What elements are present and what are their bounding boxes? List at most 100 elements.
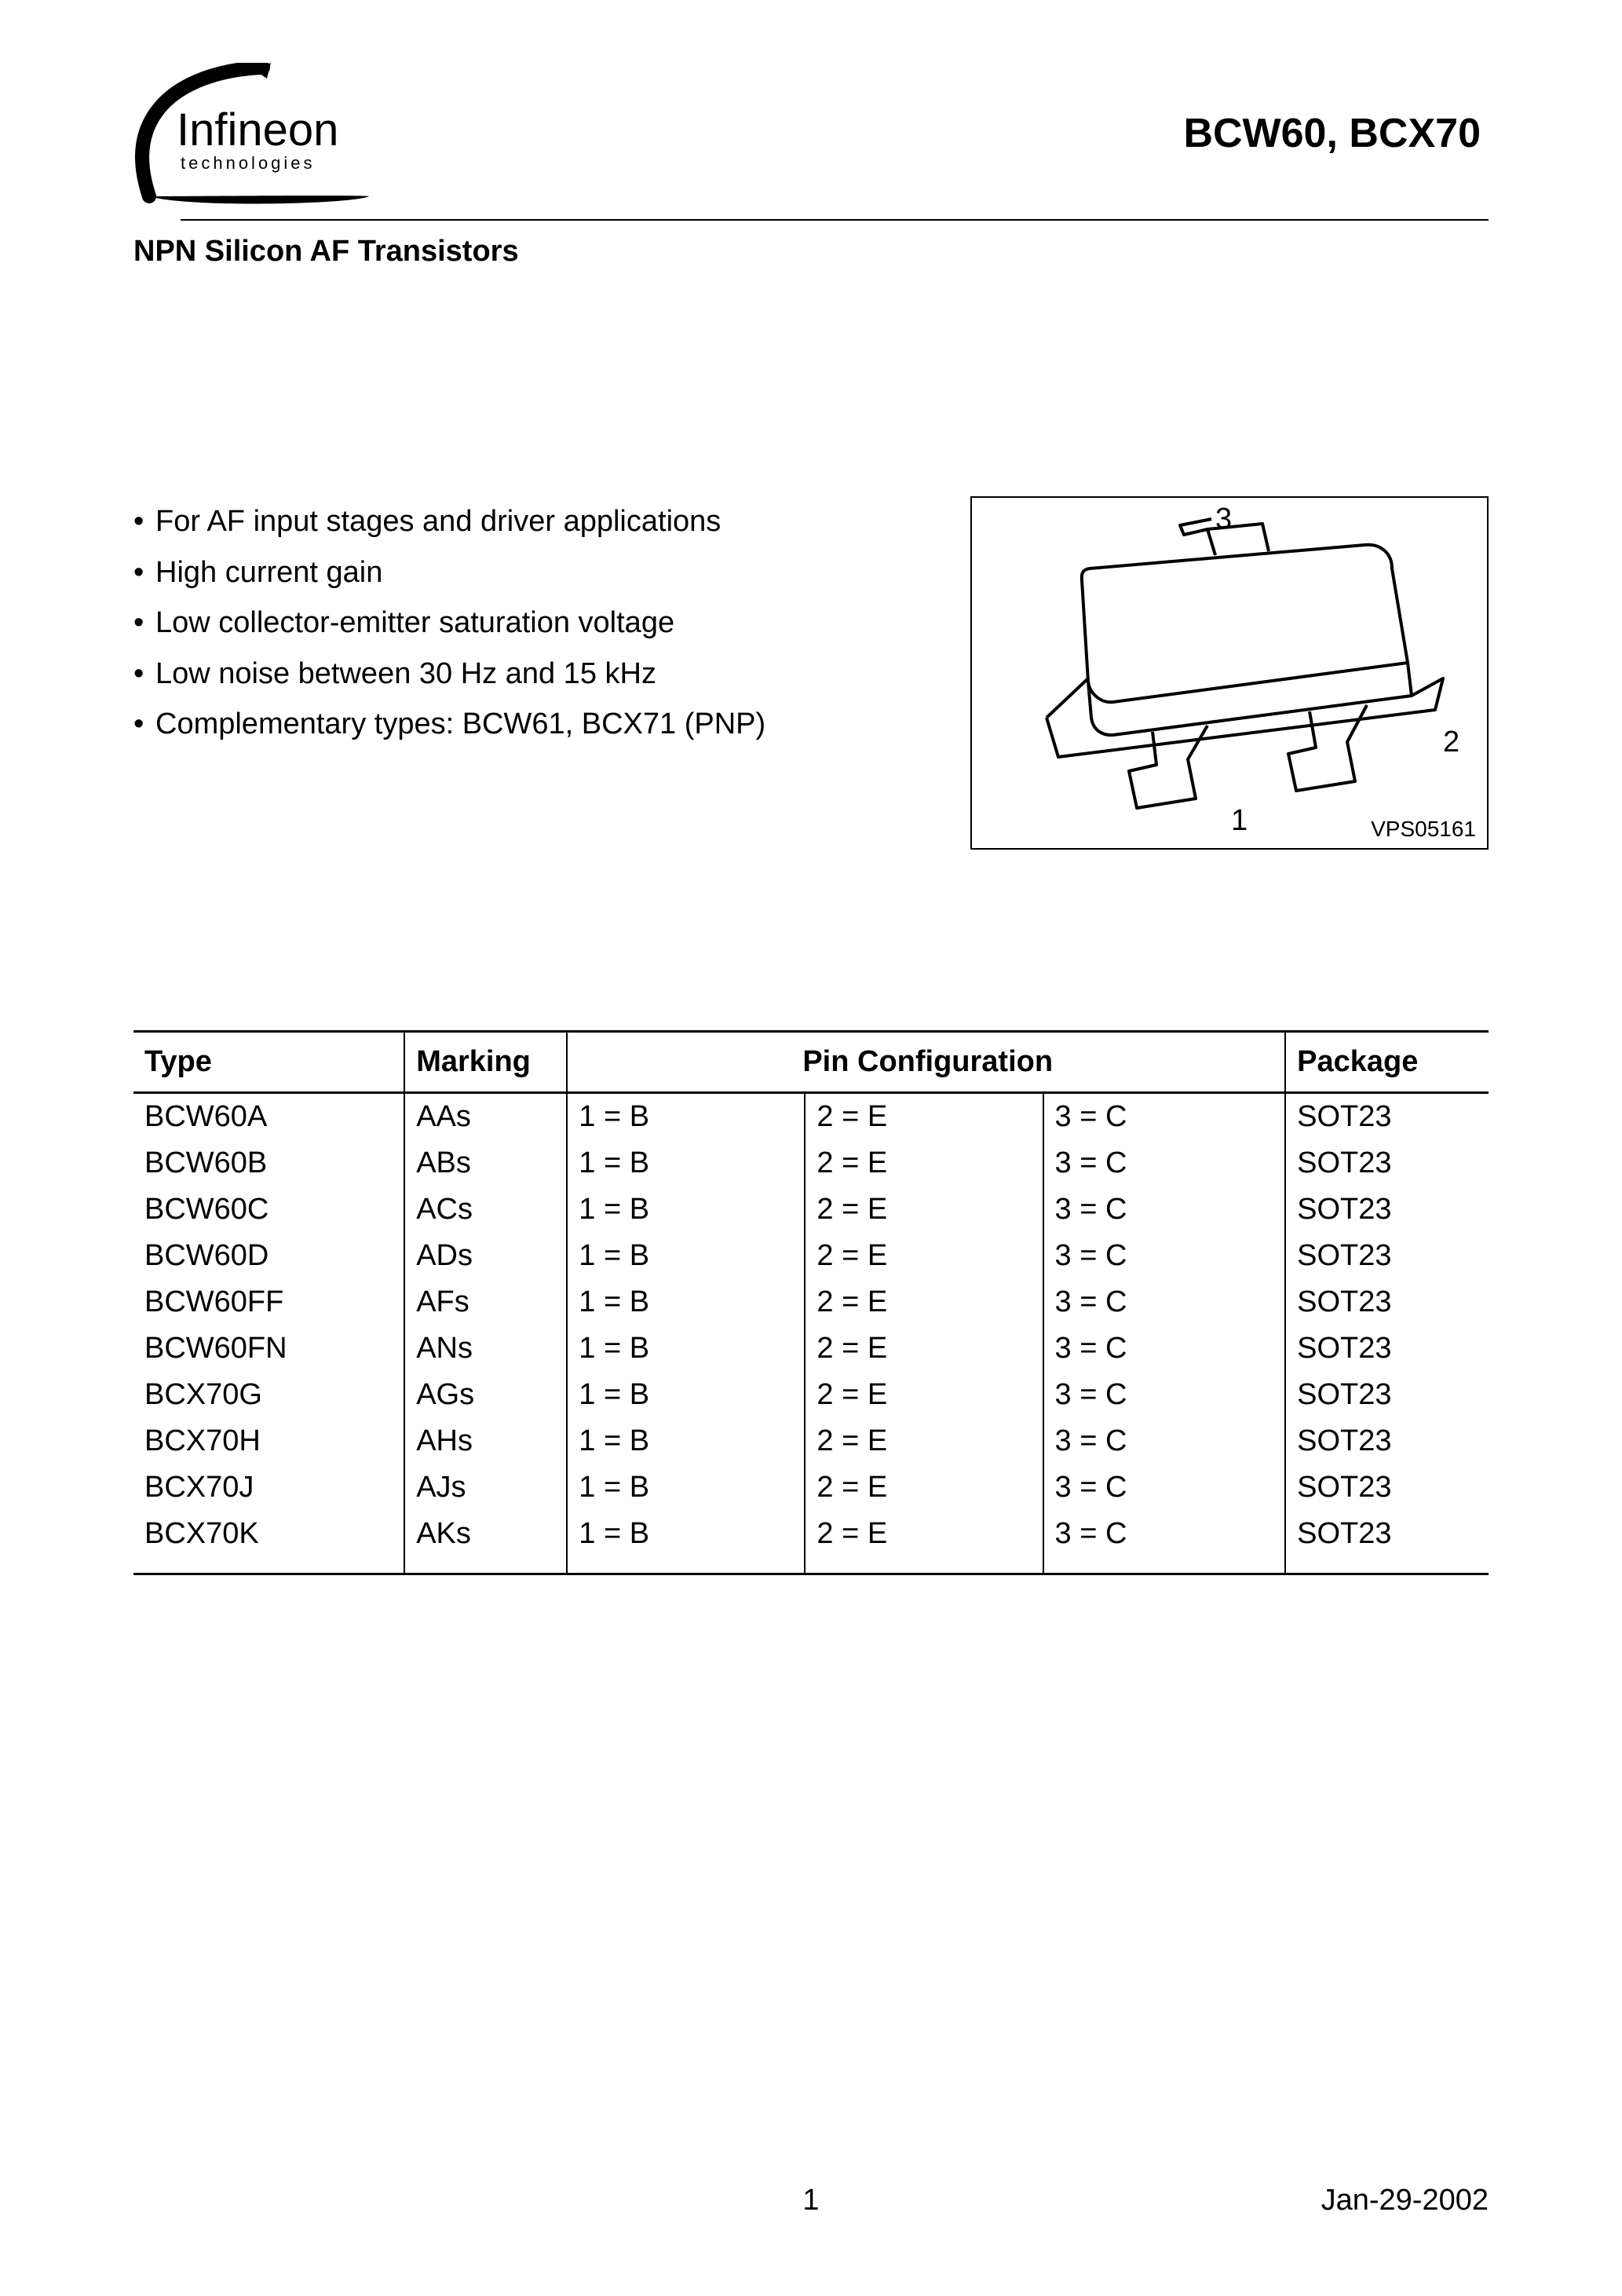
feature-list: For AF input stages and driver applicati…: [133, 496, 765, 750]
cell-pin-1: 1 = B: [567, 1233, 805, 1279]
feature-item: Low collector-emitter saturation voltage: [133, 598, 765, 649]
page-footer: 1 Jan-29-2002: [133, 2184, 1489, 2217]
cell-pin-2: 2 = E: [805, 1093, 1043, 1141]
header: Infineon technologies BCW60, BCX70: [133, 63, 1489, 216]
cell-type: BCW60FN: [133, 1325, 404, 1372]
cell-pin-1: 1 = B: [567, 1140, 805, 1186]
table-row: BCW60AAAs1 = B2 = E3 = CSOT23: [133, 1093, 1489, 1141]
cell-pin-2: 2 = E: [805, 1140, 1043, 1186]
package-diagram: 3 2 1 VPS05161: [970, 496, 1489, 850]
cell-pin-2: 2 = E: [805, 1464, 1043, 1511]
table-row: BCX70JAJs1 = B2 = E3 = CSOT23: [133, 1464, 1489, 1511]
cell-pin-1: 1 = B: [567, 1372, 805, 1418]
cell-type: BCW60C: [133, 1186, 404, 1233]
cell-pin-1: 1 = B: [567, 1325, 805, 1372]
cell-package: SOT23: [1285, 1279, 1489, 1325]
document-subtitle: NPN Silicon AF Transistors: [133, 235, 1489, 269]
cell-package: SOT23: [1285, 1140, 1489, 1186]
cell-marking: AJs: [404, 1464, 567, 1511]
cell-package: SOT23: [1285, 1372, 1489, 1418]
product-title: BCW60, BCX70: [1183, 63, 1489, 157]
table-row: BCW60CACs1 = B2 = E3 = CSOT23: [133, 1186, 1489, 1233]
table-row: BCW60BABs1 = B2 = E3 = CSOT23: [133, 1140, 1489, 1186]
cell-marking: ABs: [404, 1140, 567, 1186]
cell-marking: ANs: [404, 1325, 567, 1372]
col-header-pinconfig: Pin Configuration: [567, 1032, 1285, 1093]
cell-type: BCW60D: [133, 1233, 404, 1279]
cell-pin-2: 2 = E: [805, 1279, 1043, 1325]
table-row: BCX70GAGs1 = B2 = E3 = CSOT23: [133, 1372, 1489, 1418]
cell-marking: AFs: [404, 1279, 567, 1325]
cell-package: SOT23: [1285, 1511, 1489, 1574]
cell-pin-2: 2 = E: [805, 1372, 1043, 1418]
cell-marking: ACs: [404, 1186, 567, 1233]
cell-pin-3: 3 = C: [1043, 1372, 1286, 1418]
cell-type: BCX70H: [133, 1418, 404, 1464]
feature-item: Low noise between 30 Hz and 15 kHz: [133, 649, 765, 700]
footer-page-number: 1: [802, 2184, 819, 2217]
logo-brand-text: Infineon: [177, 104, 338, 155]
cell-package: SOT23: [1285, 1464, 1489, 1511]
cell-pin-2: 2 = E: [805, 1325, 1043, 1372]
cell-type: BCW60B: [133, 1140, 404, 1186]
cell-package: SOT23: [1285, 1418, 1489, 1464]
cell-marking: AKs: [404, 1511, 567, 1574]
cell-pin-1: 1 = B: [567, 1511, 805, 1574]
table-header: Type Marking Pin Configuration Package: [133, 1032, 1489, 1093]
page-content: Infineon technologies BCW60, BCX70 NPN S…: [133, 63, 1489, 1575]
cell-package: SOT23: [1285, 1325, 1489, 1372]
cell-pin-3: 3 = C: [1043, 1418, 1286, 1464]
table-row: BCX70KAKs1 = B2 = E3 = CSOT23: [133, 1511, 1489, 1574]
cell-pin-3: 3 = C: [1043, 1279, 1286, 1325]
table-row: BCW60FNANs1 = B2 = E3 = CSOT23: [133, 1325, 1489, 1372]
cell-pin-2: 2 = E: [805, 1511, 1043, 1574]
pin-label-3: 3: [1215, 503, 1232, 536]
col-header-type: Type: [133, 1032, 404, 1093]
cell-pin-3: 3 = C: [1043, 1140, 1286, 1186]
cell-package: SOT23: [1285, 1186, 1489, 1233]
cell-package: SOT23: [1285, 1233, 1489, 1279]
infineon-logo: Infineon technologies: [133, 63, 377, 216]
cell-pin-2: 2 = E: [805, 1233, 1043, 1279]
feature-item: Complementary types: BCW61, BCX71 (PNP): [133, 699, 765, 750]
device-table: Type Marking Pin Configuration Package B…: [133, 1030, 1489, 1575]
pin-label-1: 1: [1231, 804, 1248, 838]
cell-type: BCX70J: [133, 1464, 404, 1511]
cell-pin-3: 3 = C: [1043, 1511, 1286, 1574]
pin-label-2: 2: [1443, 726, 1459, 759]
cell-marking: AGs: [404, 1372, 567, 1418]
cell-pin-3: 3 = C: [1043, 1325, 1286, 1372]
cell-pin-3: 3 = C: [1043, 1186, 1286, 1233]
cell-pin-2: 2 = E: [805, 1418, 1043, 1464]
logo-tagline-text: technologies: [181, 153, 316, 173]
header-rule: [181, 219, 1489, 221]
cell-type: BCW60A: [133, 1093, 404, 1141]
sot23-package-icon: [972, 498, 1490, 851]
cell-pin-1: 1 = B: [567, 1464, 805, 1511]
cell-pin-1: 1 = B: [567, 1093, 805, 1141]
footer-date: Jan-29-2002: [1321, 2184, 1489, 2217]
cell-package: SOT23: [1285, 1093, 1489, 1141]
features-and-diagram-row: For AF input stages and driver applicati…: [133, 496, 1489, 850]
table-row: BCW60DADs1 = B2 = E3 = CSOT23: [133, 1233, 1489, 1279]
col-header-package: Package: [1285, 1032, 1489, 1093]
cell-pin-3: 3 = C: [1043, 1464, 1286, 1511]
table-row: BCX70HAHs1 = B2 = E3 = CSOT23: [133, 1418, 1489, 1464]
table-row: BCW60FFAFs1 = B2 = E3 = CSOT23: [133, 1279, 1489, 1325]
cell-marking: AHs: [404, 1418, 567, 1464]
cell-pin-1: 1 = B: [567, 1186, 805, 1233]
feature-item: High current gain: [133, 547, 765, 598]
cell-type: BCW60FF: [133, 1279, 404, 1325]
cell-pin-3: 3 = C: [1043, 1093, 1286, 1141]
cell-type: BCX70G: [133, 1372, 404, 1418]
col-header-marking: Marking: [404, 1032, 567, 1093]
feature-item: For AF input stages and driver applicati…: [133, 496, 765, 547]
cell-marking: AAs: [404, 1093, 567, 1141]
cell-pin-1: 1 = B: [567, 1418, 805, 1464]
cell-type: BCX70K: [133, 1511, 404, 1574]
cell-marking: ADs: [404, 1233, 567, 1279]
cell-pin-3: 3 = C: [1043, 1233, 1286, 1279]
table-body: BCW60AAAs1 = B2 = E3 = CSOT23BCW60BABs1 …: [133, 1093, 1489, 1574]
cell-pin-2: 2 = E: [805, 1186, 1043, 1233]
drawing-id: VPS05161: [1371, 817, 1476, 842]
